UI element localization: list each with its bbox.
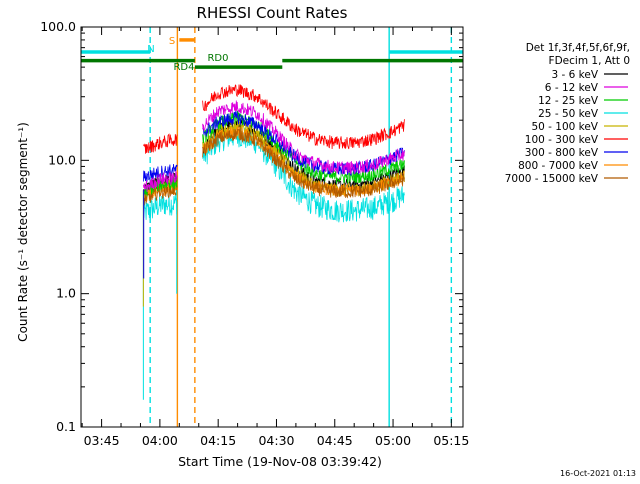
annotation-label: RD4 <box>173 62 194 73</box>
x-tick-label: 04:30 <box>258 433 294 448</box>
legend: Det 1f,3f,4f,5f,6f,9f,FDecim 1, Att 0 3 -… <box>505 42 630 185</box>
y-axis-label: Count Rate (s⁻¹ detector segment⁻¹) <box>16 122 30 342</box>
annotation-label: N <box>147 44 154 55</box>
x-tick-label: 04:15 <box>200 433 236 448</box>
chart-title: RHESSI Count Rates <box>197 4 348 22</box>
legend-label: 25 - 50 keV <box>538 108 599 120</box>
series-layer <box>142 84 405 400</box>
legend-header: FDecim 1, Att 0 <box>549 55 630 67</box>
series-line-1 <box>143 170 178 193</box>
x-tick-label: 03:45 <box>84 433 120 448</box>
y-tick-label: 1.0 <box>56 286 76 301</box>
event-lines <box>149 27 453 427</box>
axis-layer: 03:45 04:00 04:15 04:30 04:45 05:00 05:15 0.1 1.… <box>40 19 469 448</box>
legend-label: 12 - 25 keV <box>538 95 599 107</box>
x-tick-label: 04:00 <box>142 433 178 448</box>
series-line-5 <box>202 84 405 150</box>
series-line-3 <box>143 193 178 220</box>
series-line-8 <box>143 183 178 206</box>
timestamp: 16-Oct-2021 01:13 <box>560 469 636 478</box>
y-tick-label: 100.0 <box>40 19 76 34</box>
legend-label: 6 - 12 keV <box>545 82 599 94</box>
annotation-label: S <box>169 36 175 47</box>
legend-label: 7000 - 15000 keV <box>505 173 599 185</box>
series-line-1 <box>202 100 405 175</box>
x-tick-label: 04:45 <box>317 433 353 448</box>
x-tick-label: 05:15 <box>433 433 469 448</box>
x-tick-label: 05:00 <box>375 433 411 448</box>
legend-header: Det 1f,3f,4f,5f,6f,9f, <box>526 42 630 54</box>
legend-label: 100 - 300 keV <box>525 134 599 146</box>
series-line-8 <box>202 127 405 199</box>
y-tick-label: 0.1 <box>56 419 76 434</box>
legend-label: 50 - 100 keV <box>531 121 598 133</box>
legend-label: 800 - 7000 keV <box>518 160 599 172</box>
plot-frame <box>80 26 464 428</box>
annotation-label: RD0 <box>207 53 228 64</box>
annotation-layer: N S RD4 RD0 <box>81 36 463 73</box>
series-line-5 <box>143 133 178 154</box>
legend-label: 3 - 6 keV <box>551 69 598 81</box>
y-tick-label: 10.0 <box>48 152 76 167</box>
x-axis-label: Start Time (19-Nov-08 03:39:42) <box>178 454 382 469</box>
legend-label: 300 - 800 keV <box>525 147 599 159</box>
